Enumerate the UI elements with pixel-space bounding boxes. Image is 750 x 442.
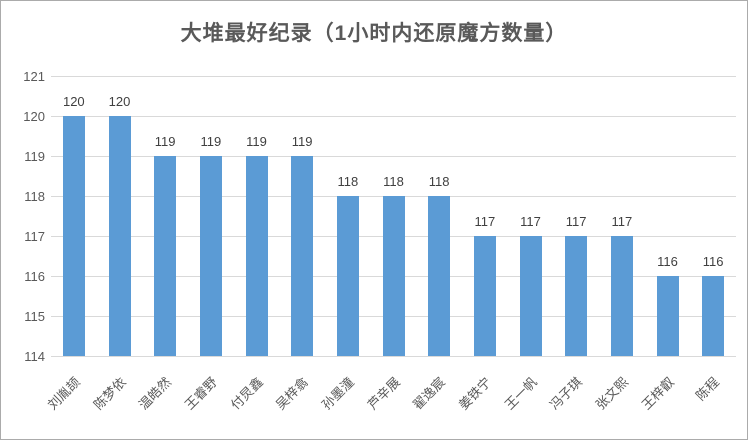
y-axis-tick-label: 120 (23, 109, 45, 124)
bar-value-label: 117 (611, 214, 633, 229)
bar-value-label: 118 (383, 174, 404, 189)
bar-王睿野 (199, 156, 222, 356)
bar-温皓然 (154, 156, 177, 356)
bar-value-label: 119 (200, 134, 222, 149)
y-axis-tick-label: 117 (24, 229, 45, 244)
bar-姜铁宁 (473, 236, 496, 356)
bar-吴梓翕 (291, 156, 314, 356)
y-axis-tick-label: 118 (24, 189, 45, 204)
y-axis-tick-label: 116 (24, 269, 45, 284)
y-axis-tick-label: 114 (24, 349, 45, 364)
bar-付炅鑫 (245, 156, 268, 356)
bar-陈程 (702, 276, 725, 356)
bar-value-label: 116 (657, 254, 678, 269)
bar-value-label: 117 (520, 214, 541, 229)
bar-张文熙 (610, 236, 633, 356)
bar-王梓叡 (656, 276, 679, 356)
bar-value-label: 117 (565, 214, 587, 229)
gridline-y-119 (51, 156, 736, 157)
bar-value-label: 118 (337, 174, 359, 189)
bar-芦辛展 (382, 196, 405, 356)
bar-value-label: 120 (62, 94, 85, 109)
bar-value-label: 117 (474, 214, 496, 229)
bar-王一帆 (519, 236, 542, 356)
y-axis-tick-label: 119 (24, 149, 45, 164)
bar-value-label: 118 (428, 174, 450, 189)
y-axis-tick-label: 115 (24, 309, 45, 324)
bar-冯子琪 (565, 236, 588, 356)
bar-value-label: 120 (108, 94, 131, 109)
gridline-y-121 (51, 76, 736, 77)
bar-value-label: 119 (154, 134, 176, 149)
bar-陈梦依 (108, 116, 131, 356)
y-axis-tick-label: 121 (23, 69, 45, 84)
bar-翟逸宸 (428, 196, 451, 356)
bar-孙墨潼 (336, 196, 359, 356)
bar-刘胤颉 (62, 116, 85, 356)
bar-value-label: 119 (291, 134, 313, 149)
bar-value-label: 119 (246, 134, 267, 149)
gridline-y-120 (51, 116, 736, 117)
bar-value-label: 116 (702, 254, 724, 269)
gridline-y-114 (51, 356, 736, 357)
chart-title: 大堆最好纪录（1小时内还原魔方数量） (180, 22, 568, 45)
